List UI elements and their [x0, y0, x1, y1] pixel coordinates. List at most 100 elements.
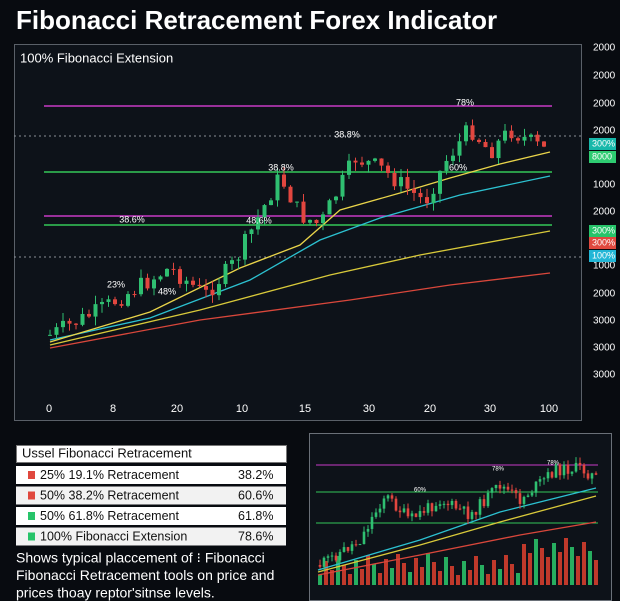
candle [542, 478, 546, 480]
price-badge [589, 151, 616, 163]
candle [223, 263, 228, 285]
candle [483, 141, 488, 148]
candle [386, 495, 390, 499]
candle [444, 160, 449, 171]
candle [494, 484, 498, 489]
candle [346, 547, 350, 551]
candle [486, 492, 490, 507]
row-icon [28, 532, 35, 541]
volume-bar [426, 553, 430, 585]
table-row [16, 527, 286, 546]
candle [282, 174, 286, 187]
candle [67, 320, 72, 324]
volume-bar [528, 553, 532, 585]
candle [132, 294, 137, 296]
y-axis-label: 2000 [593, 207, 616, 218]
candle [243, 234, 247, 260]
volume-bar [384, 559, 388, 585]
x-axis-label: 20 [171, 403, 183, 415]
row-icon [28, 471, 35, 479]
volume-bar [588, 551, 592, 585]
table-row [16, 486, 286, 505]
candle [412, 188, 416, 193]
candle [386, 165, 390, 173]
candle [431, 193, 436, 204]
candle [514, 490, 518, 494]
volume-bar [420, 567, 424, 585]
candle [197, 284, 202, 287]
row-value: 38.2% [238, 468, 273, 482]
volume-bar [366, 555, 370, 585]
y-axis-label: 2000 [593, 43, 616, 54]
candle [466, 506, 470, 519]
candle [509, 130, 514, 139]
candle [353, 160, 358, 163]
volume-bar [504, 555, 508, 585]
volume-bar [444, 557, 448, 585]
candle [322, 557, 326, 567]
price-badge [589, 250, 616, 262]
candle [327, 200, 332, 215]
candle [354, 544, 358, 546]
chart-label: 100% Fibonacci Extension [20, 50, 173, 65]
volume-bar [360, 569, 364, 585]
candle [210, 289, 215, 296]
row-value: 61.8% [238, 509, 273, 523]
candle [522, 136, 527, 141]
table-row [16, 466, 286, 484]
candle [506, 486, 510, 490]
candle [474, 512, 478, 515]
volume-bar [456, 575, 460, 585]
candle [478, 499, 482, 515]
level-label: 78% [547, 461, 560, 467]
candle [405, 177, 410, 189]
candle [100, 301, 104, 305]
candle [454, 500, 458, 509]
volume-bar [582, 542, 586, 585]
candle [578, 462, 582, 465]
moving-average [317, 521, 597, 576]
volume-bar [522, 544, 526, 585]
candle [526, 495, 530, 497]
candle [191, 280, 195, 285]
candle [126, 294, 130, 306]
candle [510, 489, 514, 491]
candle [275, 174, 280, 201]
candle [379, 158, 384, 166]
caption-line: Shows typical placcement of ⁝ Fibonacci [16, 550, 265, 566]
candle [538, 479, 542, 482]
price-badge [589, 237, 616, 249]
candle [366, 160, 371, 165]
candle [410, 513, 414, 517]
row-label: 50% 38.2% Retracement [40, 488, 179, 502]
candle [301, 201, 306, 223]
volume-bar [390, 568, 394, 585]
candle [392, 172, 397, 187]
level-label: 78% [492, 467, 505, 473]
candle [535, 134, 540, 142]
candle [334, 196, 338, 201]
y-axis-label: 2000 [593, 99, 616, 110]
candle [230, 260, 234, 264]
candle [262, 205, 267, 218]
moving-average [317, 495, 597, 573]
volume-bar [330, 570, 334, 585]
volume-bar [510, 564, 514, 585]
moving-average [317, 487, 597, 571]
volume-bar [594, 560, 598, 585]
y-axis-label: 3000 [593, 370, 616, 381]
candle [74, 323, 78, 325]
x-axis-label: 15 [299, 403, 311, 415]
candle [362, 531, 366, 545]
x-axis-label: 100 [540, 403, 558, 415]
candle [340, 174, 345, 197]
candle [61, 320, 65, 328]
volume-bar [546, 557, 550, 585]
volume-bar [402, 563, 406, 585]
candle [550, 472, 554, 478]
candle [490, 147, 494, 159]
candle [318, 565, 322, 567]
volume-bar [516, 573, 520, 585]
y-axis-label: 1000 [593, 180, 616, 191]
candle [503, 130, 507, 141]
